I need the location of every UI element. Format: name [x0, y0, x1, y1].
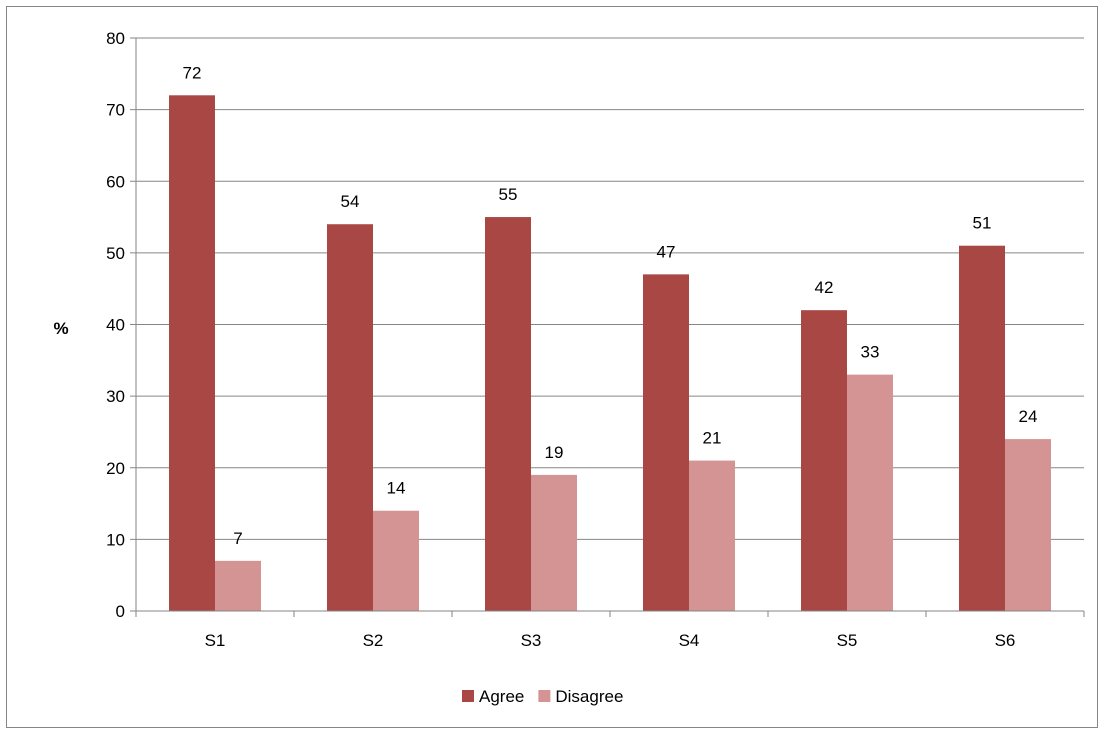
bar-agree-s2	[327, 224, 373, 611]
bar-agree-s6	[959, 245, 1005, 611]
axes: 0 10 20 30 40 50 60 70 80 S1 S2 S3 S4 S5 S6	[106, 29, 1085, 650]
y-tick-label: 40	[106, 316, 125, 335]
bar-disagree-s4	[689, 460, 735, 611]
bar-disagree-s6	[1005, 439, 1051, 611]
y-tick-label: 30	[106, 387, 125, 406]
x-tick-label: S2	[363, 631, 384, 650]
x-tick-label: S6	[995, 631, 1016, 650]
data-label: 19	[545, 443, 564, 462]
data-labels: 72 7 54 14 55 19 47 21 42 33 51 24	[183, 63, 1038, 548]
data-label: 7	[233, 529, 242, 548]
data-label: 14	[387, 479, 406, 498]
bar-chart: 72 7 54 14 55 19 47 21 42 33 51 24 0 10 20 30 40 50 60 70 8…	[53, 29, 1085, 706]
x-tick-label: S5	[837, 631, 858, 650]
bar-agree-s5	[801, 310, 847, 611]
bar-disagree-s3	[531, 474, 577, 611]
bar-disagree-s1	[215, 560, 261, 611]
bar-agree-s3	[485, 217, 531, 611]
chart-frame: 72 7 54 14 55 19 47 21 42 33 51 24 0 10 20 30 40 50 60 70 8…	[6, 6, 1098, 728]
legend: Agree Disagree	[462, 687, 623, 706]
y-tick-label: 10	[106, 530, 125, 549]
data-label: 54	[341, 192, 360, 211]
y-tick-label: 20	[106, 459, 125, 478]
legend-swatch-agree	[462, 690, 474, 702]
bar-agree-s1	[169, 95, 215, 612]
legend-swatch-disagree	[538, 690, 551, 702]
y-tick-label: 0	[116, 602, 125, 621]
bar-disagree-s5	[847, 374, 893, 611]
bar-agree-s4	[643, 274, 689, 611]
y-tick-label: 50	[106, 244, 125, 263]
data-label: 24	[1019, 407, 1038, 426]
bar-disagree-s2	[373, 510, 419, 611]
x-tick-label: S3	[521, 631, 542, 650]
data-label: 47	[657, 242, 676, 261]
y-tick-label: 70	[106, 101, 125, 120]
x-tick-label: S4	[679, 631, 700, 650]
y-tick-label: 80	[106, 29, 125, 48]
x-tick-label: S1	[205, 631, 226, 650]
data-label: 42	[815, 278, 834, 297]
data-label: 51	[973, 214, 992, 233]
gridlines	[136, 37, 1084, 540]
y-axis-title: %	[53, 319, 68, 338]
data-label: 55	[499, 185, 518, 204]
y-tick-label: 60	[106, 172, 125, 191]
data-label: 72	[183, 63, 202, 82]
data-label: 21	[703, 429, 722, 448]
legend-label-disagree: Disagree	[555, 687, 623, 706]
legend-label-agree: Agree	[479, 687, 524, 706]
data-label: 33	[861, 343, 880, 362]
bars	[169, 95, 1051, 612]
